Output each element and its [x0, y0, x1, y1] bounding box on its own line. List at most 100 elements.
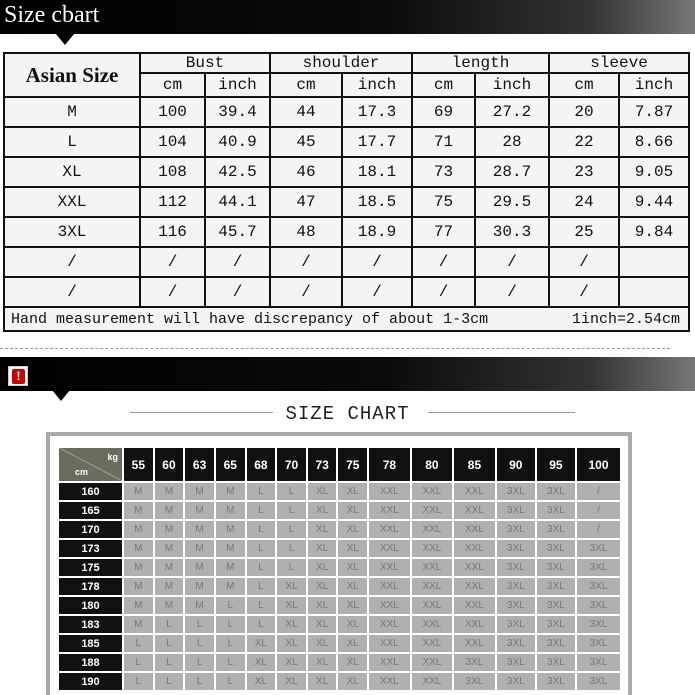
grid-row: 180 M M M L L XL XL XL XXL XXL XXL 3XL 3XL 3XL [59, 597, 620, 614]
size-cell: XL [338, 521, 368, 538]
measurement-table: Asian Size Bust shoulder length sleeve cm inch… [3, 52, 690, 332]
size-cell: 3XL [496, 521, 535, 538]
size-cell: L [277, 559, 306, 576]
size-cell: 3XL [3, 216, 141, 248]
size-cell: L [215, 673, 245, 690]
grid-row: 175 M M M M L L XL XL XXL XXL XXL 3XL 3XL 3XL [59, 559, 620, 576]
size-cell: M [124, 540, 153, 557]
size-cell: 3XL [536, 540, 575, 557]
size-cell: XL [307, 483, 337, 500]
banner-title: Size cbart [4, 2, 100, 28]
title-rule-right [428, 412, 575, 413]
size-cell: L [185, 616, 214, 633]
size-cell: XXL [369, 635, 410, 652]
value-cell: 48 [269, 216, 343, 248]
value-cell: 71 [411, 126, 476, 158]
size-cell: XXL [369, 502, 410, 519]
weight-header: 63 [185, 448, 214, 481]
size-cell: 3XL [536, 654, 575, 671]
value-cell: / [341, 276, 413, 308]
size-cell: XL [338, 597, 368, 614]
value-cell: 22 [548, 126, 620, 158]
height-header: 178 [59, 578, 122, 595]
value-cell: 69 [411, 96, 476, 128]
weight-header: 80 [411, 448, 453, 481]
value-cell: 45 [269, 126, 343, 158]
size-cell: 3XL [496, 597, 535, 614]
size-cell: 3XL [577, 559, 620, 576]
size-cell: L [246, 521, 276, 538]
value-cell: 29.5 [474, 186, 550, 218]
value-cell: 40.9 [204, 126, 271, 158]
size-cell: L [246, 502, 276, 519]
weight-header: 70 [277, 448, 306, 481]
value-cell: 7.87 [618, 96, 690, 128]
table-row: 3XL 116 45.7 48 18.9 77 30.3 25 9.84 [3, 216, 690, 248]
size-cell: 3XL [496, 654, 535, 671]
value-cell: 46 [269, 156, 343, 188]
size-cell: 3XL [536, 578, 575, 595]
size-cell: XL [338, 635, 368, 652]
size-cell: 3XL [577, 578, 620, 595]
size-cell: M [124, 597, 153, 614]
value-cell: / [139, 276, 206, 308]
size-cell: XXL [411, 654, 453, 671]
size-cell: XL [307, 673, 337, 690]
size-cell: L [246, 540, 276, 557]
size-cell: L [246, 597, 276, 614]
size-cell: M [124, 578, 153, 595]
size-cell: M [185, 597, 214, 614]
height-header: 160 [59, 483, 122, 500]
size-cell: M [124, 483, 153, 500]
size-cell: / [577, 521, 620, 538]
weight-header: 85 [454, 448, 495, 481]
value-cell: 9.44 [618, 186, 690, 218]
size-cell: L [246, 483, 276, 500]
value-cell: 9.84 [618, 216, 690, 248]
size-cell: M [154, 521, 184, 538]
size-cell: L [154, 635, 184, 652]
value-cell: 112 [139, 186, 206, 218]
size-cell: 3XL [577, 635, 620, 652]
header-row: Asian Size Bust shoulder length sleeve [3, 52, 690, 98]
size-cell: 3XL [496, 502, 535, 519]
size-cell: XL [338, 578, 368, 595]
unit-header: inch [618, 72, 690, 98]
size-cell: XL [246, 673, 276, 690]
size-cell: XXL [369, 673, 410, 690]
size-cell: 3XL [496, 540, 535, 557]
size-cell: M [215, 540, 245, 557]
size-chart-banner: Size cbart [0, 0, 695, 34]
size-cell: XXL [411, 502, 453, 519]
table-row: XL 108 42.5 46 18.1 73 28.7 23 9.05 [3, 156, 690, 188]
value-cell: / [411, 276, 476, 308]
size-cell: XL [338, 483, 368, 500]
size-chart-title: SIZE CHART [285, 403, 410, 425]
value-cell: 77 [411, 216, 476, 248]
group-header: shoulder [269, 52, 413, 74]
size-cell: XXL [369, 483, 410, 500]
size-cell: M [185, 559, 214, 576]
weight-header: 95 [536, 448, 575, 481]
size-cell: M [215, 502, 245, 519]
height-header: 183 [59, 616, 122, 633]
value-cell: / [341, 246, 413, 278]
size-cell: M [185, 502, 214, 519]
weight-header: 60 [154, 448, 184, 481]
value-cell: 73 [411, 156, 476, 188]
measurement-note: Hand measurement will have discrepancy o… [11, 310, 489, 328]
size-cell: 3XL [536, 673, 575, 690]
size-cell: XXL [369, 578, 410, 595]
value-cell: / [204, 246, 271, 278]
table-row: XXL 112 44.1 47 18.5 75 29.5 24 9.44 [3, 186, 690, 218]
value-cell: 18.5 [341, 186, 413, 218]
size-cell: XXL [454, 616, 495, 633]
size-cell: M [124, 502, 153, 519]
height-header: 173 [59, 540, 122, 557]
banner-pointer [56, 34, 74, 45]
size-cell: L [246, 559, 276, 576]
size-cell: 3XL [577, 654, 620, 671]
size-cell: XL [338, 616, 368, 633]
table-row: L 104 40.9 45 17.7 71 28 22 8.66 [3, 126, 690, 158]
table-row: / / / / / / / / [3, 246, 690, 278]
